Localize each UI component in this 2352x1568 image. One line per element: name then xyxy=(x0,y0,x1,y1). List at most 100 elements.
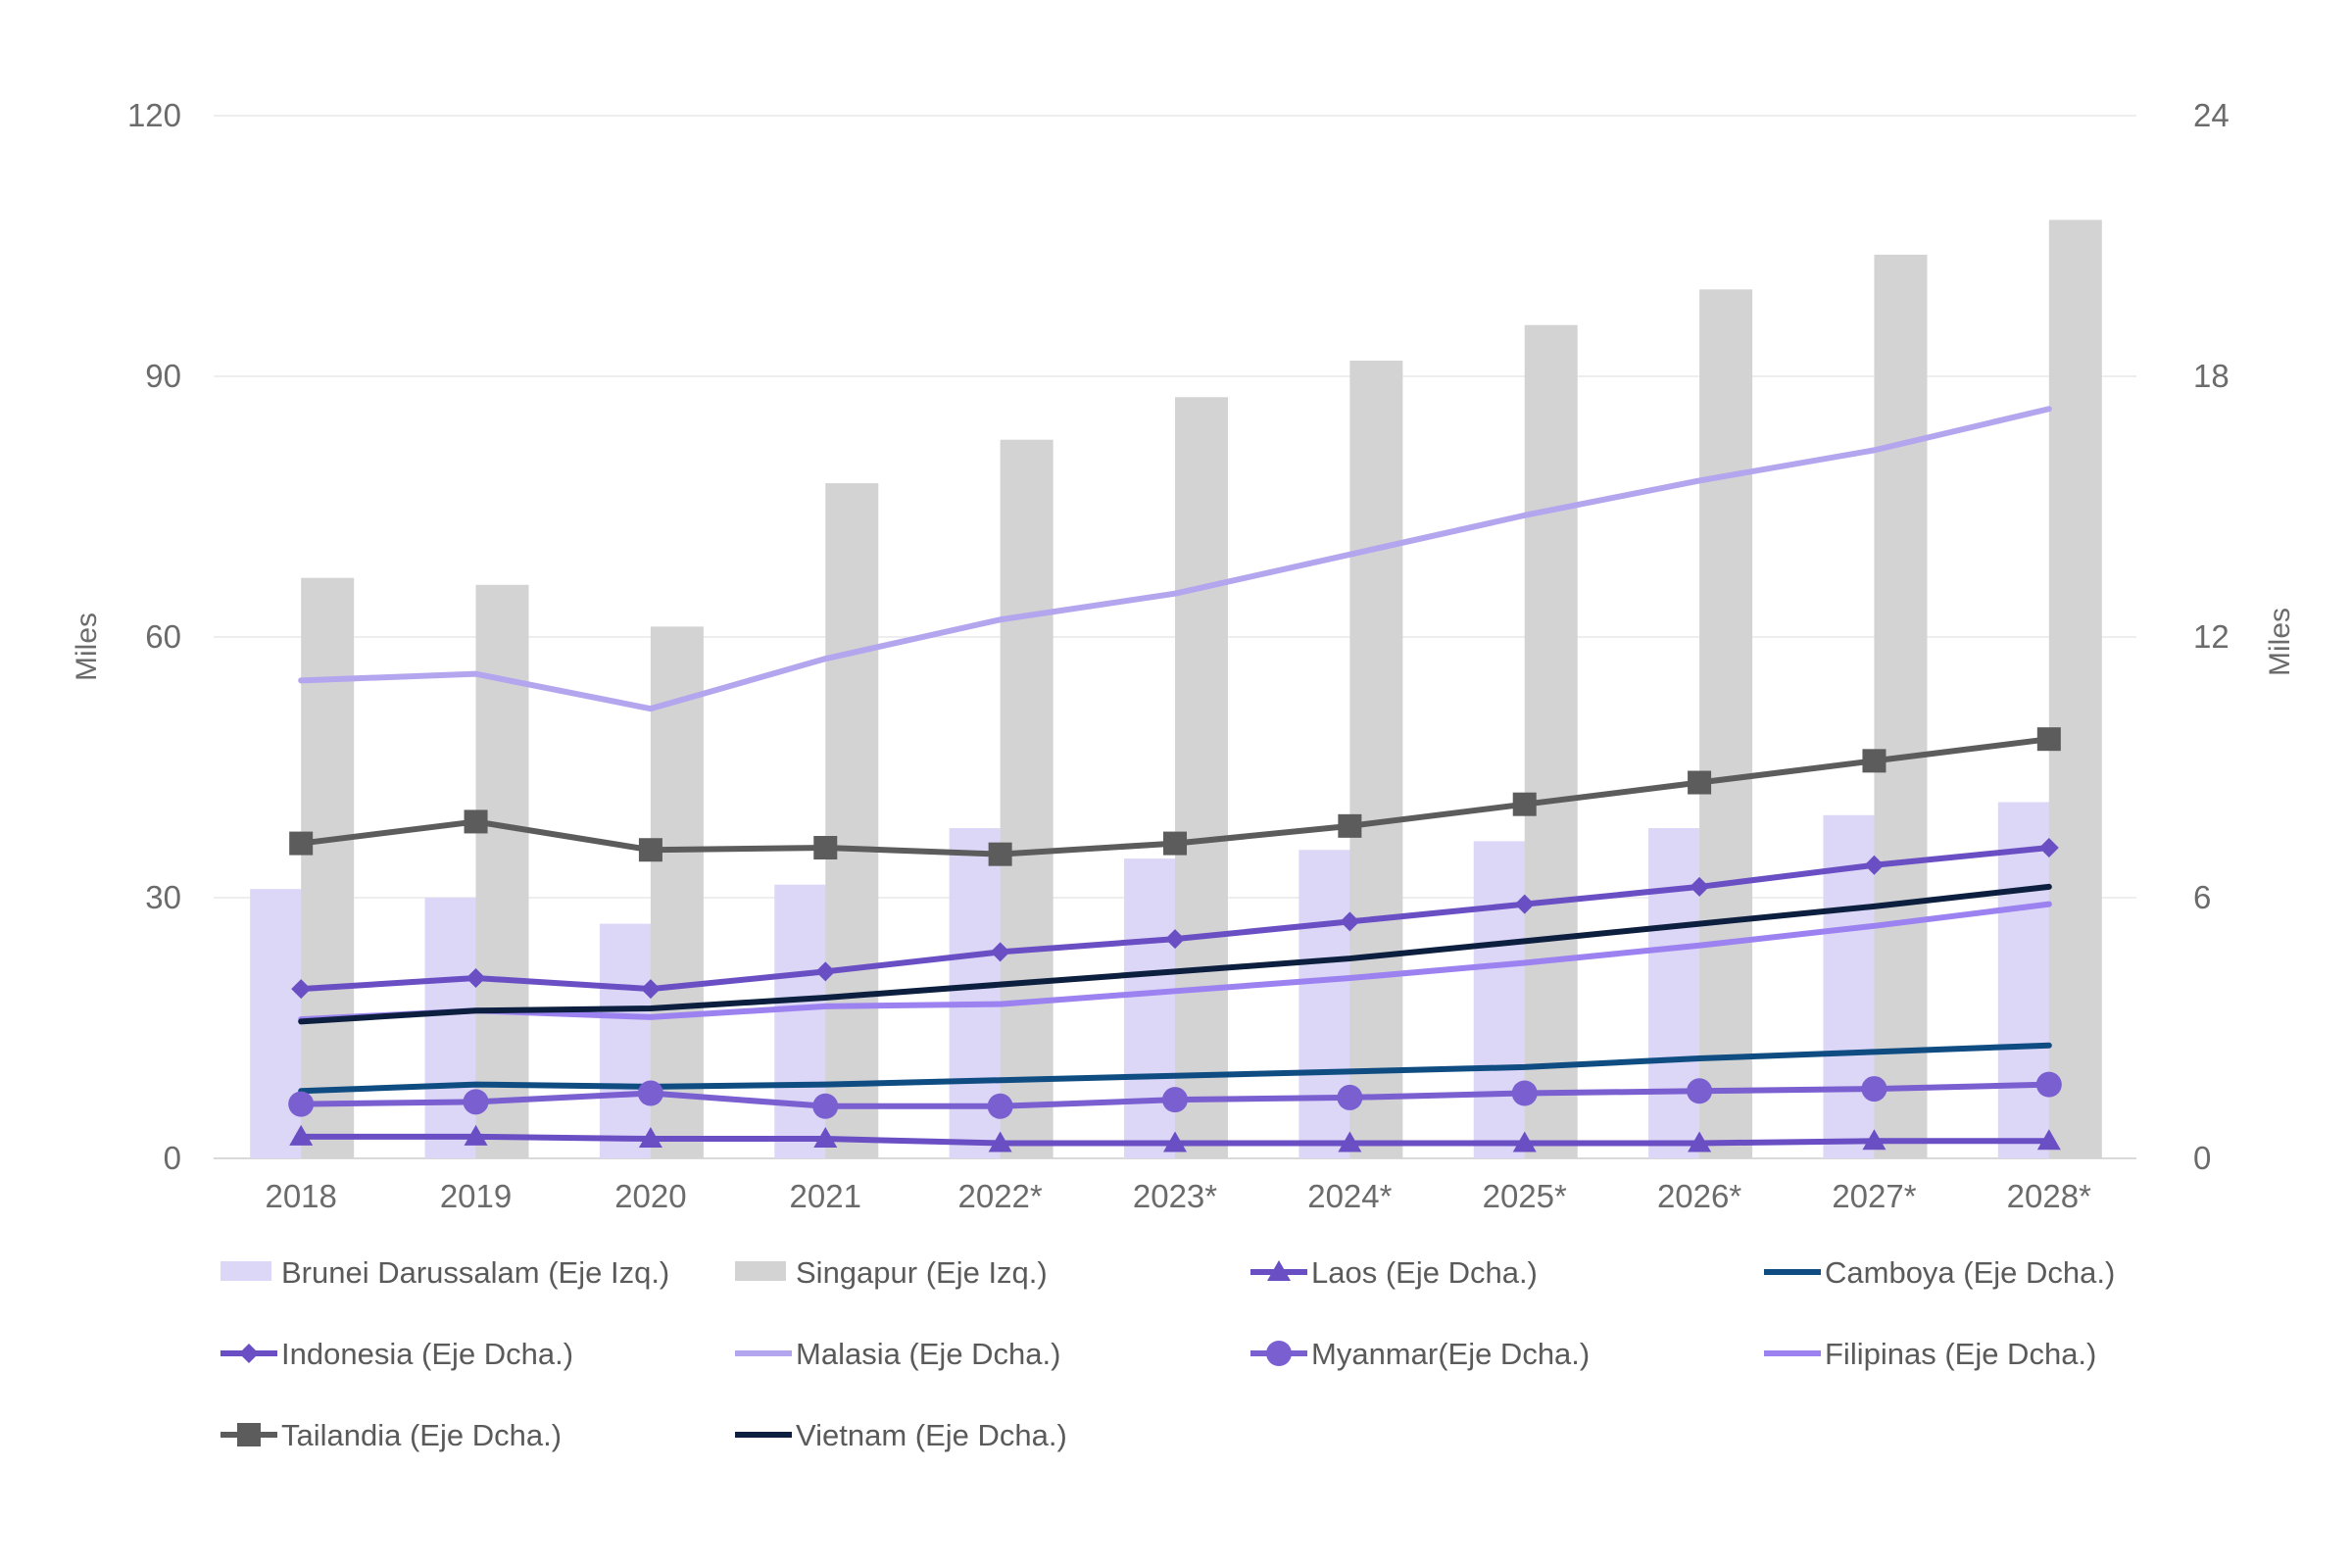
marker-laos xyxy=(1163,1131,1187,1152)
bar-singapur xyxy=(1175,397,1228,1158)
legend-marker xyxy=(239,1344,259,1363)
bar-brunei xyxy=(1298,850,1352,1158)
left-tick-label: 30 xyxy=(145,879,181,915)
legend-label: Indonesia (Eje Dcha.) xyxy=(281,1337,573,1371)
marker-myanmar xyxy=(1861,1076,1887,1102)
marker-myanmar xyxy=(2035,1071,2062,1098)
right-tick-label: 18 xyxy=(2193,358,2230,394)
bar-singapur xyxy=(475,584,529,1158)
line-malasia xyxy=(298,406,2052,712)
marker-laos xyxy=(464,1124,488,1146)
left-axis-title: Miles xyxy=(71,612,103,681)
bar-brunei xyxy=(599,923,653,1158)
bars xyxy=(250,220,2102,1159)
marker-tailandia xyxy=(289,831,314,856)
marker-tailandia xyxy=(1338,813,1362,838)
legend-label: Tailandia (Eje Dcha.) xyxy=(281,1418,562,1452)
marker-tailandia xyxy=(1862,749,1886,773)
marker-myanmar xyxy=(812,1093,839,1119)
legend-swatch xyxy=(220,1261,271,1281)
legend-item-tailandia: Tailandia (Eje Dcha.) xyxy=(220,1418,562,1452)
legend-marker xyxy=(237,1423,261,1446)
legend-item-malasia: Malasia (Eje Dcha.) xyxy=(735,1337,1060,1371)
legend-item-vietnam: Vietnam (Eje Dcha.) xyxy=(735,1418,1067,1452)
x-tick-label: 2018 xyxy=(265,1178,336,1214)
marker-myanmar xyxy=(637,1080,663,1106)
marker-indonesia xyxy=(2038,838,2059,858)
bar-brunei xyxy=(1124,858,1177,1158)
marker-laos xyxy=(813,1127,838,1149)
marker-tailandia xyxy=(1512,792,1537,816)
bar-brunei xyxy=(250,889,304,1158)
bar-singapur xyxy=(1524,324,1578,1159)
x-tick-label: 2021 xyxy=(790,1178,861,1214)
left-tick-label: 120 xyxy=(127,97,181,133)
marker-indonesia xyxy=(1690,876,1710,897)
bar-singapur xyxy=(2048,220,2102,1158)
right-tick-label: 6 xyxy=(2193,879,2211,915)
bar-singapur xyxy=(1000,439,1054,1158)
legend-label: Singapur (Eje Izq.) xyxy=(796,1255,1048,1290)
marker-indonesia xyxy=(1514,894,1535,914)
x-tick-label: 2026* xyxy=(1657,1178,1741,1214)
bar-singapur xyxy=(1874,254,1928,1158)
legend-label: Brunei Darussalam (Eje Izq.) xyxy=(281,1255,669,1290)
marker-myanmar xyxy=(1511,1080,1538,1106)
marker-laos xyxy=(1512,1131,1537,1152)
legend-label: Filipinas (Eje Dcha.) xyxy=(1825,1337,2096,1371)
marker-tailandia xyxy=(1688,770,1712,795)
legend-label: Vietnam (Eje Dcha.) xyxy=(796,1418,1067,1452)
left-axis-ticks: 0 30 60 90 120 xyxy=(127,97,181,1176)
x-tick-label: 2025* xyxy=(1483,1178,1567,1214)
x-tick-label: 2024* xyxy=(1307,1178,1392,1214)
marker-indonesia xyxy=(1340,911,1360,932)
bar-singapur xyxy=(1699,289,1753,1158)
marker-indonesia xyxy=(815,961,836,982)
bar-brunei xyxy=(1997,802,2051,1158)
bar-brunei xyxy=(424,898,478,1158)
legend-item-laos: Laos (Eje Dcha.) xyxy=(1250,1255,1538,1290)
x-tick-label: 2023* xyxy=(1133,1178,1217,1214)
marker-indonesia xyxy=(640,979,661,1000)
marker-laos xyxy=(1338,1131,1362,1152)
marker-myanmar xyxy=(1337,1084,1363,1110)
legend-swatch xyxy=(735,1261,786,1281)
bar-singapur xyxy=(650,626,704,1158)
marker-laos xyxy=(638,1127,662,1149)
marker-myanmar xyxy=(1162,1087,1188,1113)
marker-indonesia xyxy=(1864,855,1885,875)
marker-myanmar xyxy=(463,1089,489,1115)
marker-laos xyxy=(1688,1131,1712,1152)
marker-indonesia xyxy=(990,942,1010,962)
legend-marker xyxy=(1267,1260,1291,1281)
marker-myanmar xyxy=(987,1093,1013,1119)
marker-laos xyxy=(2036,1129,2061,1151)
marker-indonesia xyxy=(1165,929,1185,950)
left-tick-label: 90 xyxy=(145,358,181,394)
legend-label: Laos (Eje Dcha.) xyxy=(1311,1255,1538,1290)
x-tick-label: 2028* xyxy=(2007,1178,2091,1214)
legend-item-camboya: Camboya (Eje Dcha.) xyxy=(1764,1255,2115,1290)
line-camboya xyxy=(298,1042,2052,1095)
marker-tailandia xyxy=(813,836,838,860)
marker-indonesia xyxy=(291,979,312,1000)
legend-marker xyxy=(1266,1341,1292,1366)
right-tick-label: 0 xyxy=(2193,1140,2211,1176)
left-tick-label: 60 xyxy=(145,618,181,655)
right-axis-ticks: 0 6 12 18 24 xyxy=(2193,97,2230,1176)
marker-tailandia xyxy=(638,838,662,862)
marker-tailandia xyxy=(464,809,488,834)
bar-brunei xyxy=(1648,828,1702,1158)
marker-tailandia xyxy=(1163,831,1187,856)
marker-laos xyxy=(1862,1129,1886,1151)
marker-tailandia xyxy=(2036,727,2061,752)
x-tick-label: 2027* xyxy=(1832,1178,1916,1214)
legend-item-singapur: Singapur (Eje Izq.) xyxy=(735,1255,1048,1290)
marker-indonesia xyxy=(466,968,486,989)
x-axis-ticks: 2018 2019 2020 2021 2022* 2023* 2024* 2025* 2026… xyxy=(265,1178,2091,1214)
legend-item-filipinas: Filipinas (Eje Dcha.) xyxy=(1764,1337,2096,1371)
bar-singapur xyxy=(301,577,355,1158)
x-tick-label: 2020 xyxy=(614,1178,686,1214)
legend-item-brunei: Brunei Darussalam (Eje Izq.) xyxy=(220,1255,669,1290)
